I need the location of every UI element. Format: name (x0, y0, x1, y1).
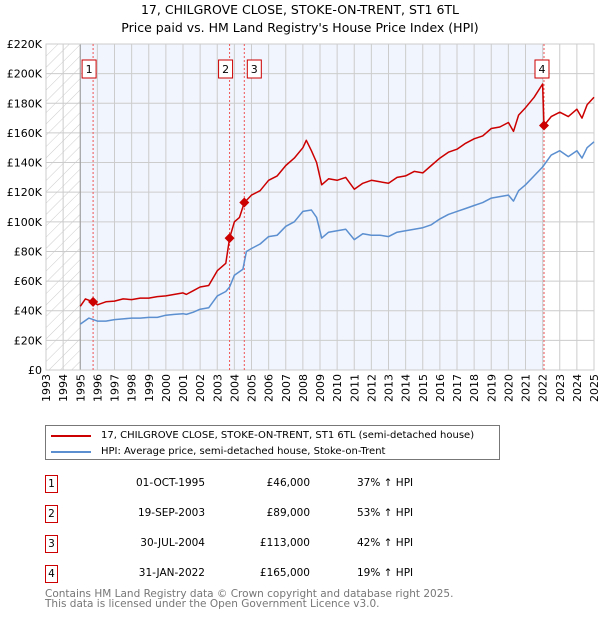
sale-label-box (81, 59, 97, 79)
x-tick-label: 2011 (348, 374, 361, 402)
sale-number: 2 (45, 505, 58, 523)
sale-label-box (218, 59, 234, 79)
y-tick-label: £180K (7, 97, 43, 110)
sale-hpi-diff: 42% ↑ HPI (357, 537, 414, 549)
y-tick-label: £200K (7, 68, 43, 81)
sale-label-box (534, 59, 550, 79)
sale-label-box (246, 59, 262, 79)
x-tick-label: 1999 (143, 374, 156, 402)
y-tick-label: £0 (28, 364, 42, 377)
x-tick-label: 2006 (263, 374, 276, 402)
legend-swatch-blue (51, 450, 91, 453)
x-tick-label: 2021 (520, 374, 533, 402)
sale-price: £165,000 (259, 567, 310, 579)
x-tick-label: 2012 (365, 374, 378, 402)
x-tick-label: 2017 (451, 374, 464, 402)
sale-price: £46,000 (266, 477, 310, 489)
y-tick-label: £160K (7, 127, 43, 140)
sale-hpi-diff: 37% ↑ HPI (357, 477, 414, 489)
x-tick-label: 1998 (126, 374, 139, 402)
x-tick-label: 2010 (331, 374, 344, 402)
y-tick-label: £20K (14, 334, 43, 347)
x-tick-label: 2023 (554, 374, 567, 402)
x-tick-label: 2019 (485, 374, 498, 402)
legend: 17, CHILGROVE CLOSE, STOKE-ON-TRENT, ST1… (45, 425, 500, 460)
sale-hpi-diff: 53% ↑ HPI (357, 507, 414, 519)
legend-swatch-red (51, 434, 91, 437)
sale-point (224, 233, 235, 244)
y-tick-label: £80K (14, 245, 43, 258)
footer-licence: This data is licensed under the Open Gov… (45, 598, 380, 610)
x-tick-label: 2005 (246, 374, 259, 402)
y-tick-label: £120K (7, 186, 43, 199)
x-tick-label: 2016 (434, 374, 447, 402)
series-line (79, 141, 595, 325)
x-tick-label: 2020 (502, 374, 515, 402)
sale-point (538, 120, 549, 131)
price-chart: £0 £20K £40K £60K £80K £100K £120K £140K £160K £1… (7, 38, 600, 402)
sale-number: 4 (45, 565, 58, 583)
legend-label: 17, CHILGROVE CLOSE, STOKE-ON-TRENT, ST1… (101, 430, 475, 441)
sale-date: 30-JUL-2004 (140, 537, 205, 549)
sale-hpi-diff: 19% ↑ HPI (357, 567, 414, 579)
x-tick-label: 2007 (280, 374, 293, 402)
legend-item-property: 17, CHILGROVE CLOSE, STOKE-ON-TRENT, ST1… (51, 430, 474, 441)
ownership-region (80, 44, 544, 370)
y-tick-label: £60K (14, 275, 43, 288)
sale-number: 3 (45, 535, 58, 553)
sale-price: £113,000 (259, 537, 310, 549)
sale-label: 2 (222, 63, 229, 76)
x-tick-label: 2022 (537, 374, 550, 402)
x-tick-label: 2009 (314, 374, 327, 402)
x-tick-label: 2018 (468, 374, 481, 402)
x-tick-label: 2003 (211, 374, 224, 402)
footer: Contains HM Land Registry data © Crown c… (45, 588, 454, 610)
x-tick-label: 2008 (297, 374, 310, 402)
series-line (79, 83, 595, 307)
x-tick-label: 2024 (571, 374, 584, 402)
x-tick-label: 2002 (194, 374, 207, 402)
x-tick-label: 2014 (400, 374, 413, 402)
legend-item-hpi: HPI: Average price, semi-detached house,… (51, 446, 385, 457)
sale-point (239, 197, 250, 208)
sale-number: 1 (45, 475, 58, 493)
x-tick-label: 2013 (383, 374, 396, 402)
x-tick-label: 2000 (160, 374, 173, 402)
chart-title: 17, CHILGROVE CLOSE, STOKE-ON-TRENT, ST1… (140, 2, 460, 17)
y-tick-label: £100K (7, 216, 43, 229)
x-tick-label: 1997 (109, 374, 122, 402)
x-tick-label: 2015 (417, 374, 430, 402)
sale-date: 19-SEP-2003 (137, 507, 205, 519)
x-tick-label: 2004 (228, 374, 241, 402)
y-tick-label: £140K (7, 157, 43, 170)
sale-price: £89,000 (266, 507, 310, 519)
legend-label: HPI: Average price, semi-detached house,… (101, 446, 386, 457)
chart-subtitle: Price paid vs. HM Land Registry's House … (121, 20, 479, 35)
x-tick-label: 1996 (91, 374, 104, 402)
x-tick-label: 1993 (40, 374, 53, 402)
x-tick-label: 2025 (588, 374, 600, 402)
sale-date: 31-JAN-2022 (138, 567, 205, 579)
footer-copyright: Contains HM Land Registry data © Crown c… (45, 588, 454, 600)
y-tick-label: £40K (14, 305, 43, 318)
sale-label: 1 (86, 63, 93, 76)
x-tick-label: 2001 (177, 374, 190, 402)
sale-point (88, 296, 99, 307)
sale-label: 3 (251, 63, 258, 76)
x-tick-label: 1994 (57, 374, 70, 402)
y-tick-label: £220K (7, 38, 43, 51)
sale-date: 01-OCT-1995 (136, 477, 205, 489)
plot-border (45, 43, 595, 371)
x-tick-label: 1995 (74, 374, 87, 402)
sale-label: 4 (538, 63, 545, 76)
